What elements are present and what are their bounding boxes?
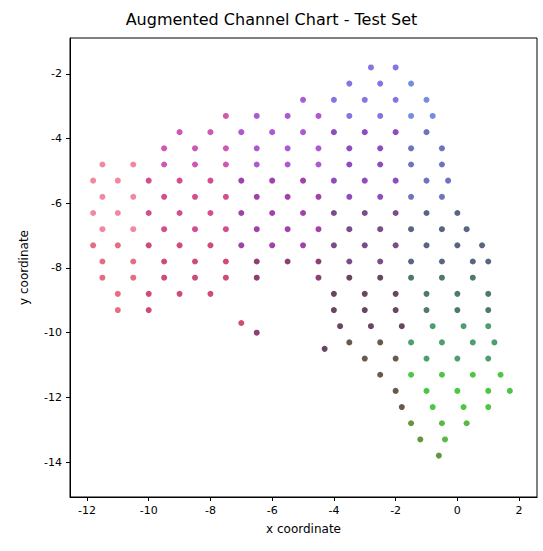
- svg-text:-12: -12: [44, 391, 62, 404]
- svg-text:-6: -6: [51, 197, 62, 210]
- svg-text:-8: -8: [205, 504, 216, 517]
- svg-text:-4: -4: [51, 132, 62, 145]
- svg-text:2: 2: [516, 504, 523, 517]
- svg-text:-10: -10: [44, 326, 62, 339]
- svg-text:-4: -4: [328, 504, 339, 517]
- svg-text:-14: -14: [44, 456, 62, 469]
- svg-text:Augmented Channel Chart - Test: Augmented Channel Chart - Test Set: [126, 10, 418, 29]
- svg-text:-12: -12: [78, 504, 96, 517]
- svg-text:-8: -8: [51, 261, 62, 274]
- svg-text:-2: -2: [390, 504, 401, 517]
- svg-text:-10: -10: [140, 504, 158, 517]
- svg-text:-6: -6: [267, 504, 278, 517]
- svg-text:y coordinate: y coordinate: [17, 230, 31, 305]
- svg-text:x coordinate: x coordinate: [266, 522, 341, 536]
- svg-text:-2: -2: [51, 67, 62, 80]
- svg-text:0: 0: [454, 504, 461, 517]
